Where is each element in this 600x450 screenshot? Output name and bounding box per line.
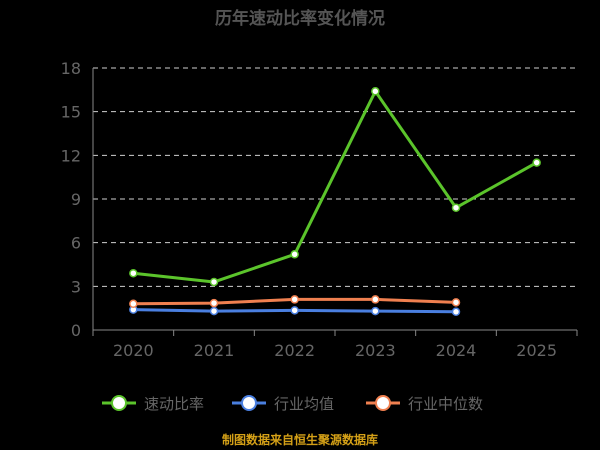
data-point — [371, 306, 380, 316]
legend-item: 行业均值 — [232, 395, 334, 413]
data-point — [290, 306, 299, 315]
grid-lines — [93, 67, 577, 287]
x-tick-label: 2020 — [113, 341, 154, 360]
legend-item: 行业中位数 — [366, 395, 483, 413]
series-line — [131, 89, 539, 284]
data-point — [451, 298, 461, 307]
source-note: 制图数据来自恒生聚源数据库 — [222, 432, 378, 447]
legend-swatch-marker — [241, 395, 257, 411]
legend-label: 速动比率 — [144, 395, 204, 413]
legend-item: 速动比率 — [102, 395, 204, 413]
x-tick-label: 2024 — [436, 341, 477, 360]
legend-swatch-marker — [375, 395, 391, 411]
data-point — [371, 87, 380, 96]
y-tick-label: 15 — [61, 103, 81, 122]
legend-label: 行业中位数 — [408, 395, 483, 413]
series-0 — [129, 87, 541, 287]
x-tick-label: 2021 — [194, 341, 235, 360]
x-tick-label: 2025 — [516, 341, 557, 360]
y-tick-label: 6 — [71, 234, 81, 253]
axes: 0 3 6 9 12 15 18 2020 2021 2022 2023 2024 2025 — [61, 59, 578, 360]
x-tick-label: 2023 — [355, 341, 396, 360]
data-point — [129, 299, 138, 309]
y-tick-label: 3 — [71, 277, 81, 296]
data-point — [129, 268, 138, 278]
y-tick-label: 9 — [71, 190, 81, 209]
data-point — [451, 307, 461, 317]
legend: 速动比率 行业均值 行业中位数 — [102, 395, 483, 413]
series-group — [129, 87, 541, 317]
legend-label: 行业均值 — [274, 395, 334, 413]
y-tick-label: 12 — [61, 146, 81, 165]
data-point — [290, 250, 299, 259]
data-point — [209, 298, 219, 308]
legend-swatch-marker — [111, 395, 127, 411]
data-point — [290, 295, 299, 304]
data-point — [209, 277, 219, 287]
data-point — [532, 158, 541, 167]
data-point — [209, 306, 219, 316]
data-point — [371, 295, 380, 304]
chart-title: 历年速动比率变化情况 — [215, 8, 385, 29]
y-tick-label: 18 — [61, 59, 81, 78]
y-tick-label: 0 — [71, 321, 81, 340]
series-2 — [129, 295, 461, 309]
data-point — [451, 203, 461, 212]
x-tick-label: 2022 — [274, 341, 315, 360]
series-1 — [129, 305, 461, 317]
